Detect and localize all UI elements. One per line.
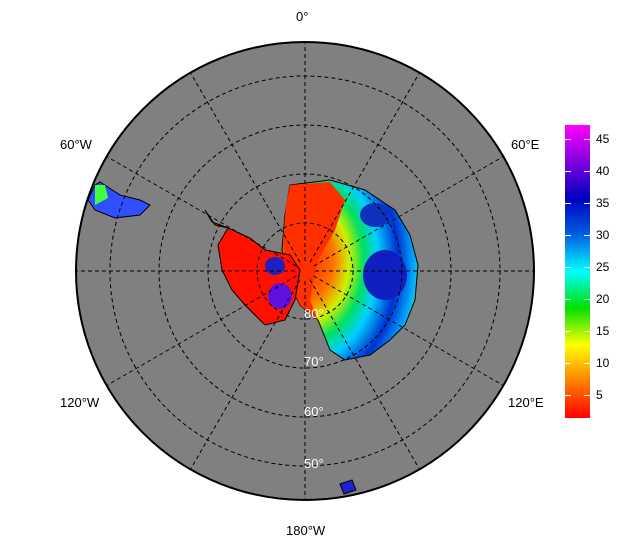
colorbar-tick-label: 20 [596, 292, 610, 306]
colorbar-tick-mark [584, 203, 590, 205]
lon-label-60w: 60°W [60, 137, 92, 152]
lat-label-60: 60° [304, 404, 324, 419]
meridian-line [313, 156, 504, 267]
colorbar-tick-mark [565, 299, 571, 300]
lat-label-70: 70° [304, 354, 324, 369]
colorbar-tick-mark [584, 362, 590, 364]
meridian-line [190, 72, 301, 263]
colorbar-tick-label: 40 [596, 164, 610, 179]
colorbar-tick-mark [565, 394, 571, 396]
meridian-line [190, 279, 301, 470]
lon-label-120w: 120°W [60, 395, 100, 410]
colorbar-tick-label: 15 [596, 323, 610, 338]
meridian-line [106, 275, 297, 386]
colorbar-tick-mark [565, 362, 571, 364]
meridian-line [313, 275, 504, 386]
lon-label-180: 180°W [286, 523, 326, 538]
colorbar-tick-mark [565, 235, 571, 237]
colorbar-tick-mark [565, 330, 571, 332]
colorbar-tick-label: 35 [596, 196, 610, 211]
colorbar-tick-mark [584, 299, 590, 300]
lat-label-80: 80° [304, 306, 324, 321]
lon-label-120e: 120°E [508, 395, 544, 410]
meridian-line [106, 156, 297, 267]
colorbar-tick-mark [565, 267, 571, 269]
colorbar-tick-label: 10 [596, 355, 610, 370]
south-america [87, 181, 151, 219]
meridian-line [309, 279, 420, 470]
colorbar-tick-mark [565, 203, 571, 205]
colorbar-tick-mark [565, 139, 571, 141]
east-antarctica [281, 179, 419, 361]
colorbar-tick-mark [584, 267, 590, 269]
colorbar-tick-label: 25 [596, 260, 610, 275]
lon-label-60e: 60°E [511, 137, 540, 152]
meridian-line [309, 72, 420, 263]
lat-label-50: 50° [304, 456, 324, 471]
graticule [76, 42, 534, 500]
colorbar-tick-mark [584, 330, 590, 332]
colorbar-tick-label: 45 [596, 132, 610, 147]
colorbar-tick-mark [584, 139, 590, 141]
colorbar-tick-label: 5 [596, 387, 603, 402]
lon-label-0: 0° [296, 9, 309, 24]
colorbar-tick-mark [584, 235, 590, 237]
colorbar-tick-mark [565, 171, 571, 173]
colorbar-tick-mark [584, 394, 590, 396]
colorbar-tick-label: 30 [596, 228, 610, 243]
colorbar-tick-mark [584, 171, 590, 173]
new-zealand [339, 479, 357, 495]
colorbar [565, 125, 590, 418]
